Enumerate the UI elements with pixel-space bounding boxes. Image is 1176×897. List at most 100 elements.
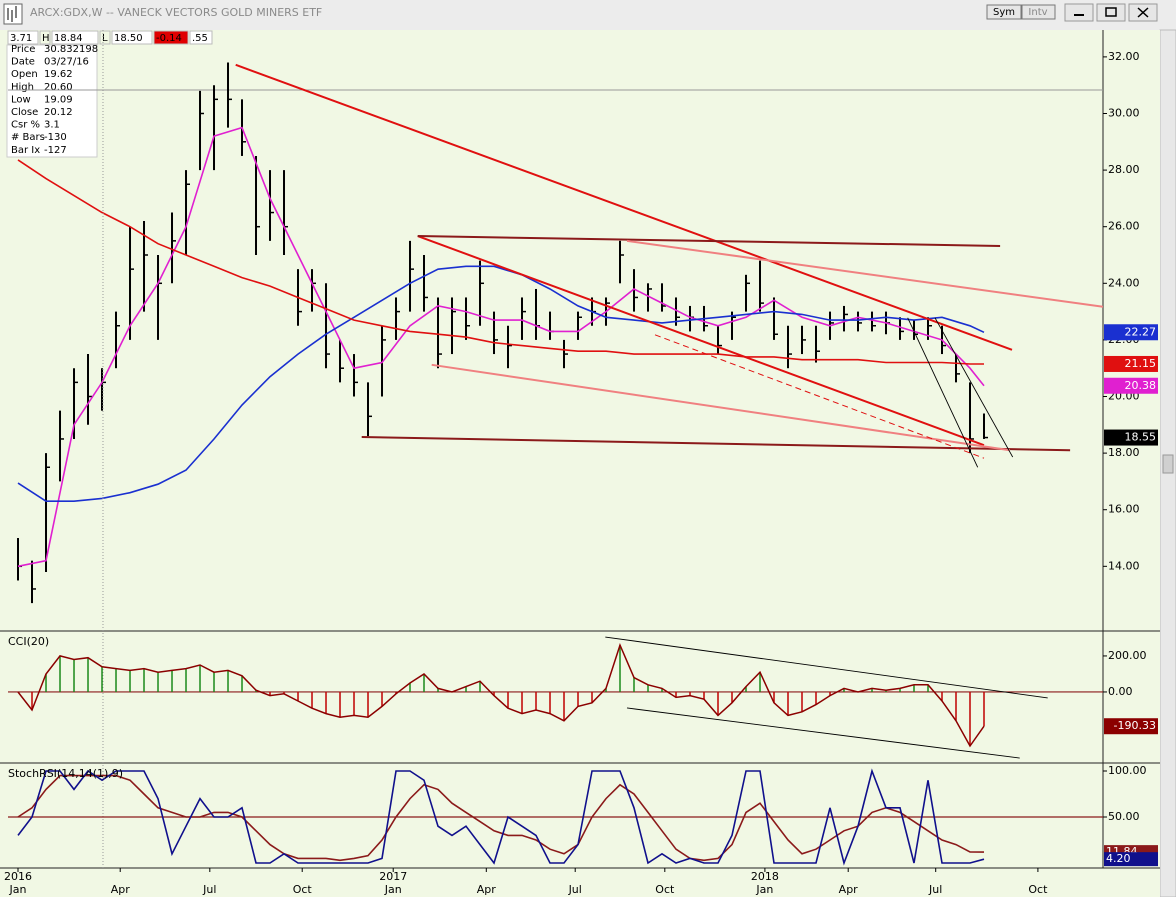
info-label: Low — [11, 94, 31, 105]
series-last-value-box — [1104, 324, 1158, 341]
trendline — [934, 317, 1014, 458]
info-value: 20.12 — [44, 107, 73, 118]
app-icon-glyph — [7, 6, 17, 22]
info-value: 03/27/16 — [44, 57, 89, 68]
close-glyph — [1137, 7, 1149, 18]
x-tick-label: Oct — [655, 883, 675, 896]
header-field: 3.71 — [10, 33, 32, 44]
panel — [8, 636, 1103, 759]
x-tick-label: Jan — [384, 883, 402, 896]
header-field: .55 — [192, 33, 208, 44]
cci-last-value-box — [1104, 718, 1158, 735]
trendline — [235, 63, 1013, 351]
header-field-box — [99, 30, 111, 45]
x-tick-label: Jan — [9, 883, 27, 896]
header-field-box — [39, 30, 51, 45]
x-tick-label: Jul — [568, 883, 582, 896]
y-tick-label: 50.00 — [1108, 810, 1140, 823]
maximize-button[interactable] — [1096, 3, 1126, 22]
scrollbar-thumb[interactable] — [1162, 454, 1174, 474]
y-tick-label: 200.00 — [1108, 649, 1147, 662]
trendline — [417, 235, 1001, 247]
sym-button-label[interactable]: Sym — [993, 7, 1015, 18]
info-value: 20.60 — [44, 82, 73, 93]
intv-button-label[interactable]: Intv — [1028, 7, 1047, 18]
panel — [8, 62, 1103, 604]
header-field-box — [51, 30, 99, 45]
panel-title: CCI(20) — [8, 635, 49, 648]
header-field: L — [102, 33, 108, 44]
panel — [8, 768, 1103, 866]
info-label: Open — [11, 69, 38, 80]
x-tick-year: 2018 — [751, 870, 779, 883]
info-label: Bar Ix — [11, 145, 40, 156]
info-value: 19.09 — [44, 94, 73, 105]
series-last-value: 21.15 — [1125, 357, 1157, 370]
info-value: 30.832198 — [44, 44, 98, 55]
plot-background — [0, 30, 1160, 897]
x-tick-year: 2017 — [379, 870, 407, 883]
series-last-value-box — [1104, 355, 1158, 372]
series-line — [17, 768, 985, 866]
maximize-glyph — [1105, 7, 1117, 17]
info-label: Close — [11, 107, 38, 118]
series-line — [17, 159, 984, 365]
info-value: 19.62 — [44, 69, 73, 80]
panel-title: StochRSI(14,14(1),9) — [8, 767, 123, 780]
info-value: -130 — [44, 132, 67, 143]
minimize-button[interactable] — [1064, 3, 1094, 22]
header-field-box — [7, 30, 39, 45]
cci-line — [17, 642, 985, 748]
info-value: 3.1 — [44, 120, 60, 131]
series-line — [17, 265, 985, 502]
x-tick-label: Apr — [477, 883, 497, 896]
x-tick-label: Oct — [293, 883, 313, 896]
header-field: -0.14 — [156, 33, 182, 44]
x-tick-label: Jan — [755, 883, 773, 896]
header-field: 18.50 — [114, 33, 143, 44]
header-field: H — [42, 33, 50, 44]
y-tick-label: 30.00 — [1108, 106, 1140, 119]
close-last-value: 18.55 — [1125, 431, 1157, 444]
info-panel-box — [6, 44, 98, 158]
close-last-value-box — [1104, 429, 1158, 446]
stoch-last-value-box — [1104, 852, 1158, 867]
info-panel: Price 30.832198 Date 03/27/16 Open 19.62 High 2… — [6, 44, 98, 158]
y-tick-label: 0.00 — [1108, 685, 1133, 698]
info-label: High — [11, 82, 34, 93]
series-last-value-box — [1104, 377, 1158, 394]
info-label: # Bars — [11, 132, 45, 143]
series-last-value: 20.38 — [1125, 379, 1157, 392]
intv-button[interactable] — [1021, 4, 1056, 20]
stoch-last-value: 4.20 — [1106, 852, 1131, 865]
y-tick-label: 28.00 — [1108, 163, 1140, 176]
trendline — [654, 334, 985, 459]
x-tick-label: Jul — [202, 883, 216, 896]
trendline — [626, 239, 1103, 308]
x-tick-year: 2016 — [4, 870, 32, 883]
cci-last-value: -190.33 — [1114, 719, 1156, 732]
series-line — [17, 126, 985, 568]
x-tick-label: Apr — [839, 883, 859, 896]
trendline — [605, 636, 1048, 699]
trendline — [417, 235, 985, 447]
title-bar — [0, 0, 1176, 30]
info-label: Price — [11, 44, 35, 55]
trendline — [907, 317, 979, 468]
y-tick-label: 14.00 — [1108, 559, 1140, 572]
y-tick-label: 24.00 — [1108, 276, 1140, 289]
y-tick-label: 16.00 — [1108, 503, 1140, 516]
info-value: -127 — [44, 145, 67, 156]
sym-button[interactable] — [986, 4, 1022, 20]
y-tick-label: 18.00 — [1108, 446, 1140, 459]
series-last-value: 22.27 — [1125, 325, 1157, 338]
y-tick-label: 26.00 — [1108, 220, 1140, 233]
info-label: Csr % — [11, 120, 40, 131]
y-tick-label: 32.00 — [1108, 50, 1140, 63]
x-tick-label: Jul — [928, 883, 942, 896]
info-label: Date — [11, 57, 35, 68]
x-tick-label: Apr — [111, 883, 131, 896]
y-tick-label: 100.00 — [1108, 764, 1147, 777]
trendline — [431, 363, 1011, 452]
